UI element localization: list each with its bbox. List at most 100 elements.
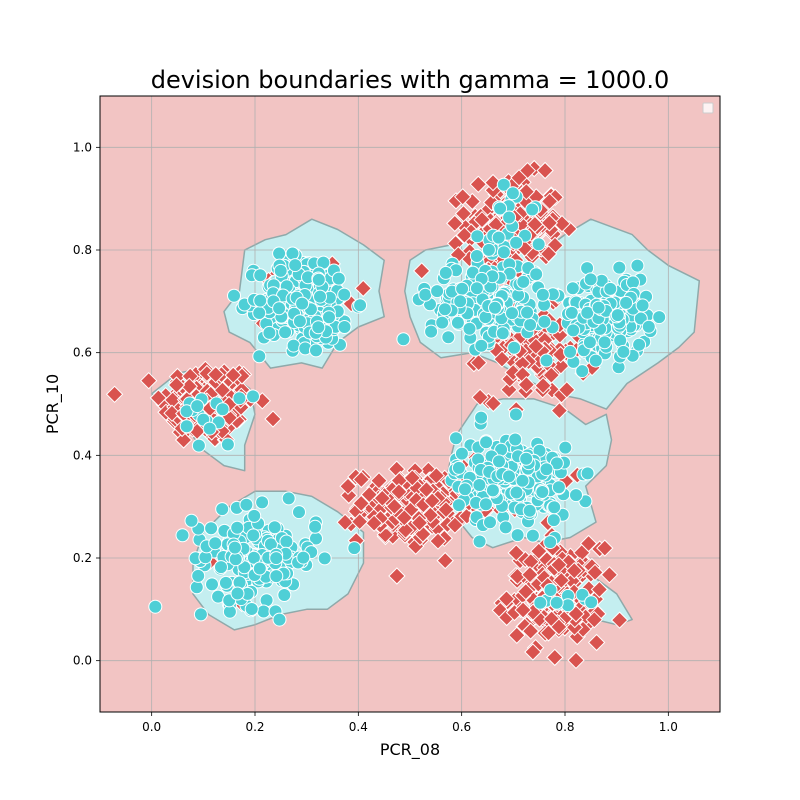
data-point-circle bbox=[551, 480, 566, 495]
data-point-diamond bbox=[553, 214, 571, 233]
data-point-diamond bbox=[423, 492, 441, 510]
data-point-diamond bbox=[510, 169, 528, 187]
data-point-circle bbox=[505, 306, 519, 321]
y-tick-label: 0.6 bbox=[73, 346, 92, 360]
data-point-circle bbox=[543, 583, 558, 597]
data-point-diamond bbox=[526, 215, 544, 234]
data-point-circle bbox=[509, 485, 524, 500]
data-point-circle bbox=[227, 288, 241, 303]
data-point-circle bbox=[508, 432, 523, 447]
data-point-circle bbox=[564, 305, 579, 320]
data-point-circle bbox=[474, 410, 489, 425]
x-axis-label: PCR_08 bbox=[380, 740, 440, 760]
data-point-circle bbox=[424, 324, 439, 339]
data-point-circle bbox=[516, 274, 531, 289]
data-point-diamond bbox=[446, 214, 464, 233]
data-point-circle bbox=[279, 534, 294, 549]
plot-frame bbox=[99, 95, 721, 713]
data-point-diamond bbox=[550, 618, 568, 636]
data-point-diamond bbox=[610, 611, 629, 629]
data-point-circle bbox=[566, 323, 581, 338]
data-point-circle bbox=[262, 325, 277, 340]
data-point-circle bbox=[277, 588, 292, 602]
data-point-circle bbox=[190, 399, 205, 414]
data-point-diamond bbox=[167, 376, 186, 394]
data-point-circle bbox=[496, 245, 511, 260]
data-point-diamond bbox=[540, 214, 559, 232]
data-point-diamond bbox=[339, 477, 357, 496]
data-point-circle bbox=[331, 271, 346, 286]
data-point-diamond bbox=[454, 204, 473, 223]
data-point-circle bbox=[296, 550, 311, 565]
data-point-circle bbox=[292, 314, 307, 329]
data-point-circle bbox=[435, 315, 450, 330]
data-point-circle bbox=[252, 306, 267, 320]
data-point-circle bbox=[252, 561, 267, 576]
data-point-diamond bbox=[517, 582, 535, 601]
data-point-circle bbox=[337, 287, 352, 302]
data-point-circle bbox=[256, 604, 271, 619]
y-tick-label: 0.8 bbox=[73, 243, 92, 257]
data-point-circle bbox=[583, 272, 598, 287]
data-point-diamond bbox=[536, 161, 554, 180]
data-point-circle bbox=[520, 305, 535, 320]
x-tick-label: 0.2 bbox=[245, 720, 264, 734]
data-point-diamond bbox=[508, 626, 526, 645]
data-point-circle bbox=[539, 462, 554, 477]
data-point-diamond bbox=[507, 544, 525, 562]
data-point-circle bbox=[218, 575, 233, 590]
data-point-circle bbox=[539, 353, 554, 368]
data-point-diamond bbox=[105, 385, 124, 404]
data-point-diamond bbox=[350, 512, 369, 531]
data-point-circle bbox=[525, 528, 540, 543]
data-point-circle bbox=[451, 498, 466, 513]
data-point-circle bbox=[523, 317, 538, 332]
data-point-diamond bbox=[354, 279, 372, 298]
data-point-circle bbox=[353, 298, 368, 313]
data-point-diamond bbox=[585, 610, 604, 629]
data-point-circle bbox=[508, 407, 523, 422]
data-point-circle bbox=[191, 568, 206, 583]
data-point-circle bbox=[309, 343, 323, 358]
data-point-circle bbox=[451, 460, 466, 475]
data-point-circle bbox=[272, 612, 287, 627]
data-point-circle bbox=[529, 267, 544, 282]
data-point-circle bbox=[470, 229, 485, 244]
data-point-circle bbox=[227, 540, 242, 555]
data-point-diamond bbox=[587, 633, 606, 652]
data-point-diamond bbox=[600, 566, 619, 584]
data-point-circle bbox=[533, 595, 548, 610]
data-point-diamond bbox=[437, 500, 455, 519]
x-tick-label: 0.8 bbox=[555, 720, 574, 734]
data-point-circle bbox=[496, 177, 511, 192]
data-point-circle bbox=[584, 595, 599, 610]
data-point-diamond bbox=[521, 565, 539, 584]
data-point-circle bbox=[253, 268, 268, 283]
data-point-circle bbox=[502, 210, 517, 225]
data-point-diamond bbox=[412, 262, 431, 280]
data-point-circle bbox=[515, 473, 530, 488]
data-point-diamond bbox=[596, 539, 614, 557]
data-point-circle bbox=[205, 577, 219, 592]
data-point-diamond bbox=[590, 580, 609, 599]
data-point-circle bbox=[292, 505, 306, 520]
x-axis: 0.0 0.2 0.4 0.6 0.8 1.0 bbox=[142, 712, 678, 734]
data-point-circle bbox=[208, 536, 223, 551]
data-point-diamond bbox=[446, 516, 464, 534]
data-point-circle bbox=[455, 281, 470, 296]
data-point-circle bbox=[230, 520, 245, 535]
data-point-circle bbox=[616, 344, 631, 359]
data-point-diamond bbox=[546, 648, 564, 667]
data-point-circle bbox=[148, 599, 163, 614]
data-point-circle bbox=[491, 230, 506, 245]
data-point-circle bbox=[267, 520, 282, 535]
data-point-diamond bbox=[469, 353, 488, 372]
data-point-diamond bbox=[493, 350, 511, 368]
data-point-circle bbox=[246, 528, 261, 543]
y-tick-label: 1.0 bbox=[73, 140, 92, 154]
data-point-diamond bbox=[139, 371, 158, 390]
data-point-circle bbox=[441, 330, 456, 345]
data-point-circle bbox=[295, 296, 310, 311]
scatter-points bbox=[105, 159, 667, 670]
data-point-circle bbox=[580, 305, 595, 320]
